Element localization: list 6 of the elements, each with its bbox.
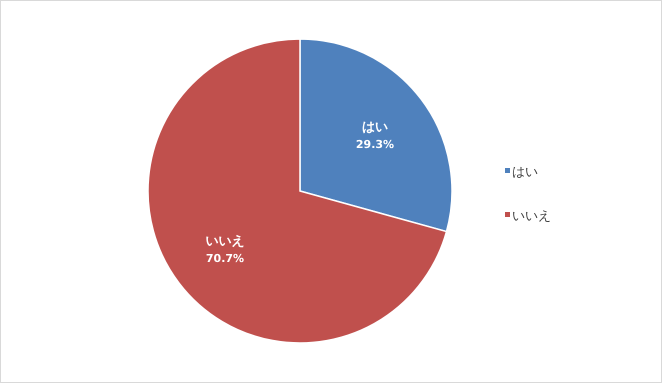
data-label: 29.3%: [356, 138, 394, 151]
legend-label: はい: [512, 165, 538, 180]
slice-label: いいえ: [205, 234, 244, 250]
legend-label: いいえ: [512, 209, 551, 224]
slice-label: はい: [362, 120, 388, 135]
data-label: 70.7%: [206, 252, 244, 266]
